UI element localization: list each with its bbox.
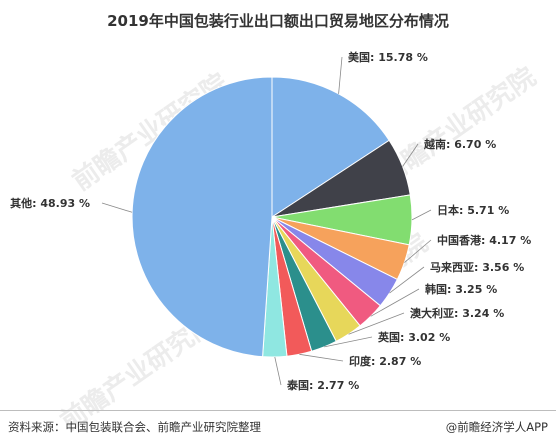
data-label: 越南: 6.70 % [423, 137, 496, 151]
data-label: 日本: 5.71 % [437, 203, 509, 217]
leader-line [324, 336, 373, 348]
leader-line [411, 209, 432, 221]
leader-line [404, 239, 432, 263]
data-label: 韩国: 3.25 % [425, 282, 497, 296]
data-label: 澳大利亚: 3.24 % [410, 306, 504, 320]
leader-line [389, 266, 425, 294]
leader-line [274, 356, 282, 386]
data-label: 印度: 2.87 % [349, 354, 421, 368]
pie-chart: 美国: 15.78 % 越南: 6.70 % 日本: 5.71 % 中国香港: 4.1… [10, 50, 531, 392]
leader-line [299, 353, 344, 362]
data-label: 美国: 15.78 % [348, 50, 428, 64]
data-label: 其他: 48.93 % [10, 196, 90, 210]
leader-line [370, 288, 420, 317]
pie-slice-美国 [271, 76, 390, 218]
chart-title: 2019年中国包装行业出口额出口贸易地区分布情况 [107, 12, 449, 30]
leader-line [402, 143, 419, 167]
data-label: 泰国: 2.77 % [286, 378, 359, 392]
leader-line [338, 56, 343, 94]
data-label: 中国香港: 4.17 % [437, 233, 531, 247]
leader-line [348, 312, 405, 335]
source-note: 资料来源：中国包装联合会、前瞻产业研究院整理 [8, 420, 261, 434]
leader-line [101, 202, 133, 213]
footer: 资料来源：中国包装联合会、前瞻产业研究院整理 @前瞻经济学人APP [0, 410, 556, 441]
pie-slice-其他 [131, 76, 273, 358]
data-label: 英国: 3.02 % [377, 330, 450, 344]
data-label: 马来西亚: 3.56 % [430, 260, 524, 274]
brand-credit: @前瞻经济学人APP [445, 420, 548, 434]
